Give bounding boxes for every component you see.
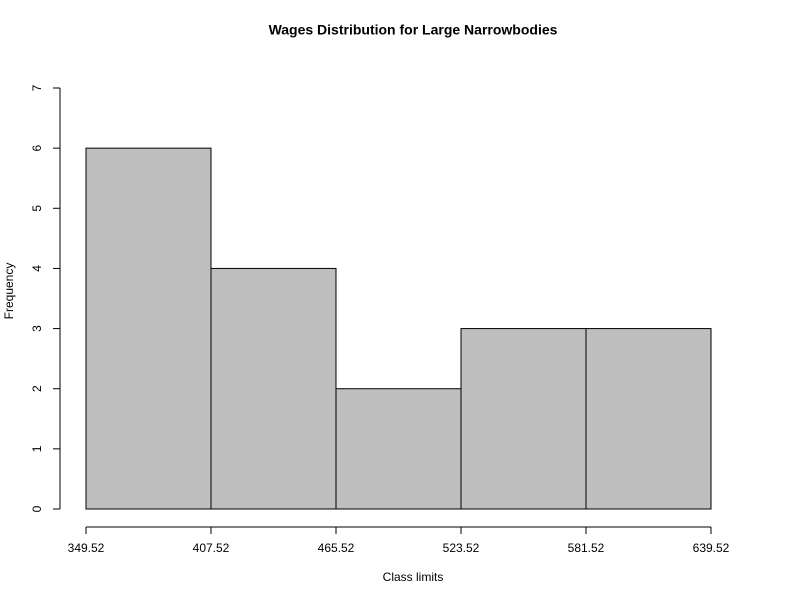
y-tick-label: 6 xyxy=(30,144,44,151)
y-tick-label: 2 xyxy=(30,385,44,392)
histogram-bar xyxy=(585,328,712,510)
x-tick-label: 407.52 xyxy=(193,541,230,555)
histogram-bar xyxy=(335,388,462,510)
y-tick-label: 3 xyxy=(30,325,44,332)
chart-title: Wages Distribution for Large Narrowbodie… xyxy=(269,22,558,38)
histogram-bar xyxy=(460,328,587,510)
y-tick-label: 5 xyxy=(30,205,44,212)
y-axis-label: Frequency xyxy=(2,263,16,320)
histogram-bar xyxy=(210,267,337,510)
x-tick-label: 349.52 xyxy=(68,541,105,555)
x-axis-label: Class limits xyxy=(383,570,444,584)
histogram-bar xyxy=(85,147,212,510)
x-tick-label: 523.52 xyxy=(443,541,480,555)
x-tick-label: 581.52 xyxy=(568,541,605,555)
x-tick-label: 639.52 xyxy=(693,541,730,555)
y-tick-label: 0 xyxy=(30,505,44,512)
x-tick-label: 465.52 xyxy=(318,541,355,555)
y-tick-label: 4 xyxy=(30,265,44,272)
y-tick-label: 7 xyxy=(30,84,44,91)
y-tick-label: 1 xyxy=(30,445,44,452)
